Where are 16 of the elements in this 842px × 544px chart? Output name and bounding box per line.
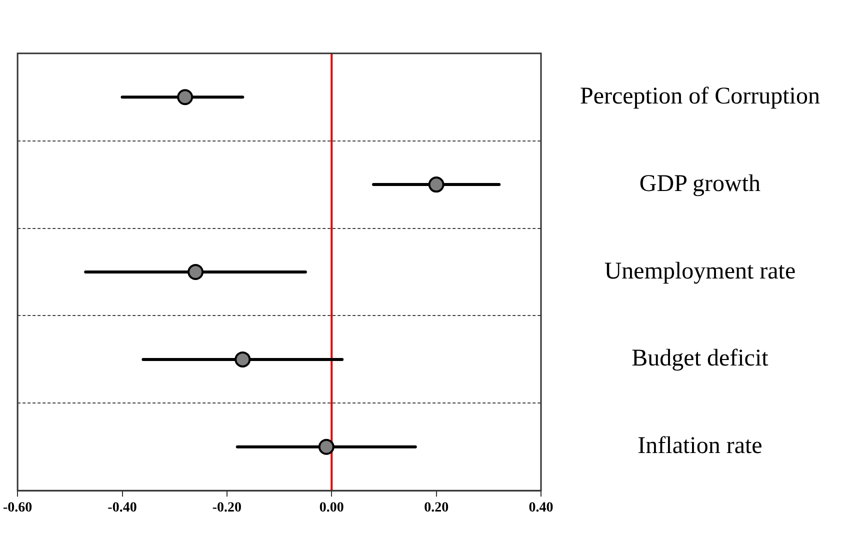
x-tick-label: -0.20	[212, 500, 242, 516]
y-tick-label: Inflation rate	[638, 433, 762, 460]
x-tick-label: 0.20	[424, 500, 449, 516]
y-tick-label: Perception of Corruption	[580, 83, 820, 110]
y-tick-label: Unemployment rate	[604, 258, 796, 284]
x-tick-label: 0.40	[528, 500, 554, 516]
point	[177, 89, 194, 106]
point	[428, 176, 444, 193]
x-tick-label: 0.00	[319, 500, 344, 516]
point	[318, 438, 334, 455]
x-tick-label: -0.60	[2, 500, 32, 516]
point	[188, 264, 204, 280]
y-tick-label: GDP growth	[639, 170, 761, 197]
x-tick-label: -0.40	[108, 500, 137, 516]
point	[234, 351, 251, 368]
y-tick-label: Budget deficit	[632, 346, 769, 372]
